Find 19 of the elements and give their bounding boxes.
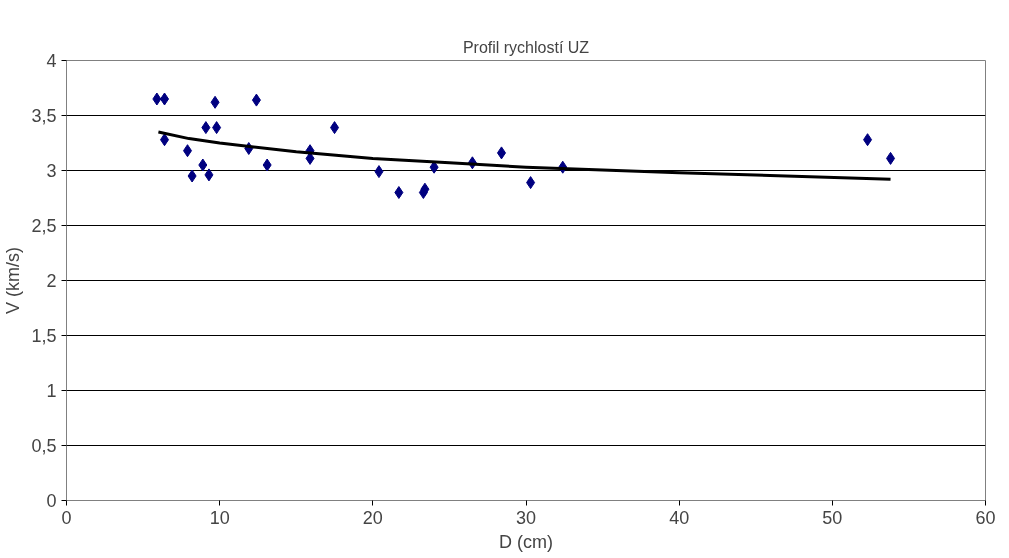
y-tick-label: 0,5 [31, 436, 57, 456]
y-axis-title: V (km/s) [3, 247, 24, 314]
x-tick-label: 50 [822, 507, 843, 528]
x-tick-label: 20 [362, 507, 383, 528]
x-tick-label: 0 [61, 507, 72, 528]
y-tick-label: 3 [46, 161, 57, 181]
y-tick-label: 1 [46, 381, 57, 401]
chart-title: Profil rychlostí UZ [462, 38, 590, 56]
x-tick-label: 10 [209, 507, 230, 528]
y-tick-label: 1,5 [31, 326, 57, 346]
x-tick-label: 30 [515, 507, 537, 528]
x-tick-label: 60 [975, 507, 996, 528]
y-tick-label: 2,5 [31, 216, 57, 236]
x-axis-title: D (cm) [499, 531, 553, 552]
y-tick-label: 4 [46, 51, 57, 71]
y-tick-label: 3,5 [31, 106, 57, 126]
y-tick-label: 2 [46, 271, 57, 291]
y-tick-label: 0 [46, 491, 57, 511]
x-tick-label: 40 [669, 507, 690, 528]
